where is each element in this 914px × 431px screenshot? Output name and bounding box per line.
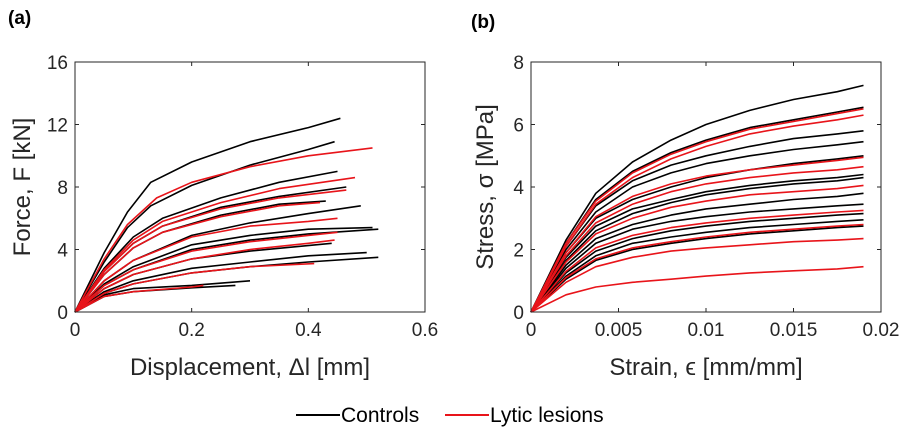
panel-a-y-tick-label: 4 bbox=[57, 241, 68, 262]
panel-b-x-tick-label: 0.015 bbox=[770, 320, 818, 341]
panel-a-x-tick-label: 0 bbox=[70, 320, 81, 341]
panel-b-x-tick-label: 0.02 bbox=[863, 320, 900, 341]
panel-b-series-lesion-14 bbox=[530, 156, 864, 313]
panel-a-y-tick-label: 16 bbox=[47, 53, 68, 74]
panel-b-ticks: 0 0.005 0.01 0.015 0.02 0 2 4 6 8 bbox=[513, 53, 899, 341]
legend-controls-label: Controls bbox=[341, 404, 419, 427]
panel-a-series-control-2 bbox=[74, 170, 338, 313]
panel-a-series-lesion-13 bbox=[74, 147, 373, 313]
panel-b-series-control-11 bbox=[530, 225, 864, 313]
panel-a-series-lesion-20 bbox=[74, 262, 315, 313]
panel-b-x-tick-label: 0.01 bbox=[688, 320, 725, 341]
panel-b-series-lesion-16 bbox=[530, 184, 864, 313]
panel-b-y-tick-label: 0 bbox=[513, 303, 524, 324]
panel-a-series-lesion-18 bbox=[74, 231, 338, 313]
panel-b-series-control-10 bbox=[530, 219, 864, 313]
panel-a-x-tick-label: 0.6 bbox=[412, 320, 438, 341]
panel-b-y-tick-label: 4 bbox=[513, 178, 524, 199]
panel-b-x-axis-label: Strain, ϵ [mm/mm] bbox=[609, 354, 802, 381]
panel-a-series-control-6 bbox=[74, 226, 373, 313]
panel-a-series-lesion-19 bbox=[74, 239, 335, 313]
panel-b-series-control-3 bbox=[530, 140, 864, 313]
panel-a-series-control-1 bbox=[74, 140, 335, 313]
panel-b-y-tick-label: 6 bbox=[513, 116, 524, 137]
panel-a-plot-frame bbox=[74, 61, 426, 313]
panel-a-series-control-11 bbox=[74, 280, 251, 313]
panel-a-series-control-0 bbox=[74, 117, 341, 313]
panel-b-series-lesion-12 bbox=[530, 108, 864, 313]
panel-a-series-control-9 bbox=[74, 251, 367, 313]
panel-a-force-displacement: (a) 0 0.2 0.4 0.6 0 4 8 12 16 Displacement, Δl [… bbox=[8, 8, 438, 381]
panel-b-plot-frame bbox=[530, 61, 882, 313]
panel-a-y-axis-label: Force, F [kN] bbox=[9, 118, 36, 257]
panel-a-series-lesion-14 bbox=[74, 176, 356, 313]
panel-a-series-lesion-21 bbox=[74, 284, 204, 313]
panel-a-label: (a) bbox=[8, 8, 31, 29]
panel-b-y-tick-label: 2 bbox=[513, 241, 524, 262]
panel-a-series-lesion-15 bbox=[74, 189, 347, 313]
panel-a-y-tick-label: 0 bbox=[57, 303, 68, 324]
panel-a-y-tick-label: 8 bbox=[57, 178, 68, 199]
panel-b-series-control-0 bbox=[530, 84, 864, 313]
panel-b-y-axis-label: Stress, σ [MPa] bbox=[472, 104, 499, 270]
panel-b-series-control-6 bbox=[530, 176, 864, 313]
panel-b-series-control-9 bbox=[530, 212, 864, 313]
panel-a-x-tick-label: 0.4 bbox=[295, 320, 322, 341]
panel-a-x-axis-label: Displacement, Δl [mm] bbox=[130, 354, 370, 381]
panel-a-x-tick-label: 0.2 bbox=[178, 320, 204, 341]
panel-a-ticks: 0 0.2 0.4 0.6 0 4 8 12 16 bbox=[47, 53, 438, 341]
panel-b-stress-strain: (b) 0 0.005 0.01 0.015 0.02 0 2 4 6 8 Strain, ϵ [… bbox=[471, 12, 899, 381]
panel-a-series-lesion-16 bbox=[74, 201, 321, 313]
panel-a-series-control-7 bbox=[74, 228, 379, 313]
panel-b-series-control-8 bbox=[530, 203, 864, 313]
panel-a-y-tick-label: 12 bbox=[47, 116, 68, 137]
panel-b-series-lesion-13 bbox=[530, 114, 864, 313]
panel-b-series-lesion-17 bbox=[530, 209, 864, 313]
panel-b-series-control-7 bbox=[530, 192, 864, 313]
panel-b-y-tick-label: 8 bbox=[513, 53, 524, 74]
panel-b-series-control-5 bbox=[530, 173, 864, 313]
panel-b-x-tick-label: 0.005 bbox=[595, 320, 643, 341]
panel-a-series-layer bbox=[74, 117, 379, 313]
panel-b-label: (b) bbox=[471, 12, 495, 33]
panel-b-series-lesion-18 bbox=[530, 223, 864, 313]
legend-lesions-label: Lytic lesions bbox=[490, 404, 604, 427]
panel-b-x-tick-label: 0 bbox=[526, 320, 537, 341]
panel-a-series-control-10 bbox=[74, 256, 379, 313]
panel-b-series-lesion-20 bbox=[530, 265, 864, 313]
panel-b-series-lesion-19 bbox=[530, 237, 864, 313]
panel-a-series-lesion-17 bbox=[74, 217, 338, 313]
legend: Controls Lytic lesions bbox=[296, 404, 604, 427]
panel-b-series-layer bbox=[530, 84, 864, 313]
panel-b-series-lesion-15 bbox=[530, 165, 864, 313]
